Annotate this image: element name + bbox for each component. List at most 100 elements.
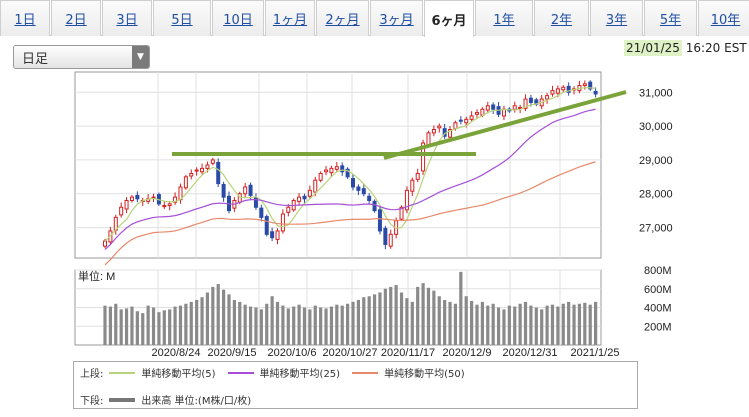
price-ytick-2: 29,000 [639,155,673,167]
legend-item-volume: 出来高 単位:(M株/口/枚) [109,392,251,407]
candle-period-select[interactable]: 日足 ▼ [13,45,150,69]
volume-bar [319,307,323,345]
candle-body [475,112,479,115]
candle [280,209,285,234]
volume-bar [119,309,123,345]
candle-body [334,166,339,170]
candle-body [205,164,210,169]
candle-body [280,213,285,232]
candle [189,169,194,180]
candle-body [313,179,318,193]
ma5-line [104,86,596,242]
tab-4[interactable]: 10日 [212,0,264,36]
tab-9[interactable]: 1年 [475,0,533,36]
candle-body [421,142,426,172]
volume-bar [486,305,490,345]
candle-body [404,189,409,211]
candle-body [593,90,598,95]
volume-bar [151,307,156,345]
candle [388,229,393,249]
tab-0[interactable]: 1日 [0,0,50,36]
legend-swatch-ma5 [109,371,136,374]
candle [491,102,496,114]
tab-13[interactable]: 10年 [698,0,749,36]
legend-item-ma5: 単純移動平均(5) [109,365,216,380]
volume-bar [545,305,549,345]
candle [475,109,479,119]
volume-bar [491,303,495,345]
volume-bar [572,304,576,345]
volume-bar [232,300,236,345]
candle-body [221,183,226,198]
volume-bar [523,301,528,345]
volume-bar [141,313,145,345]
volume-bar [513,306,517,345]
candle-body [340,165,345,173]
candle [243,182,248,198]
legend-lower-label: 下段: [80,396,104,407]
candle-body [372,200,377,212]
volume-bar [211,286,215,345]
volume-bar [173,306,177,345]
tab-12[interactable]: 5年 [644,0,697,36]
tab-2[interactable]: 3日 [102,0,152,36]
candle-body [550,90,555,95]
volume-bar [227,294,231,345]
candle [135,191,140,203]
volume-bar [178,305,183,345]
price-ytick-1: 30,000 [639,121,673,133]
tab-11[interactable]: 3年 [590,0,643,36]
legend-label-ma5: 単純移動平均(5) [141,369,216,380]
candle-body [275,230,280,240]
volume-bar [248,306,253,345]
candle-body [523,98,528,109]
candle-body [103,240,107,247]
volume-bar [416,286,420,345]
tab-5[interactable]: 1ヶ月 [265,0,315,36]
candle [593,87,598,98]
volume-bar [114,303,118,345]
candle-body [318,172,323,181]
volume-bar [496,307,501,345]
ma25-line [104,108,596,250]
volume-bar [351,301,355,345]
tab-1[interactable]: 2日 [51,0,101,36]
xtick-1: 2020/9/15 [208,347,257,359]
volume-bar [502,309,506,345]
volume-bar [308,309,312,345]
volume-bar [443,300,447,345]
candle-body [555,88,560,94]
volume-bar [238,301,242,345]
candle-body [129,196,134,202]
candle-body [431,128,436,134]
candle [167,201,172,211]
candle-body [491,104,496,110]
candle [200,163,205,175]
candle [253,193,258,210]
candle [162,201,167,209]
candle [264,214,269,237]
tab-8[interactable]: 6ヶ月 [424,0,474,37]
tab-7[interactable]: 3ヶ月 [370,0,423,36]
candle-body [243,186,248,195]
legend-swatch-ma50 [352,371,379,374]
volume-unit-label: 単位: M [78,269,115,283]
candle [383,225,388,250]
timestamp: 21/01/25 16:20 EST [624,40,747,59]
chart-legend: 上段: 単純移動平均(5) 単純移動平均(25) 単純移動平均(50) 下段: … [73,361,638,409]
volume-bar [103,305,107,345]
volume-bar [135,311,139,345]
volume-bar [594,301,598,345]
candle [318,171,323,183]
tab-6[interactable]: 2ヶ月 [316,0,369,36]
tab-10[interactable]: 2年 [534,0,589,36]
volume-bar [259,309,263,345]
tab-3[interactable]: 5日 [153,0,211,36]
legend-upper-row: 上段: 単純移動平均(5) 単純移動平均(25) 単純移動平均(50) [80,365,465,380]
candle [351,174,355,191]
volume-bar [577,303,582,345]
candle-body [270,231,275,239]
candle [297,193,302,205]
price-ytick-0: 31,000 [639,87,673,99]
candle-body [561,86,566,91]
